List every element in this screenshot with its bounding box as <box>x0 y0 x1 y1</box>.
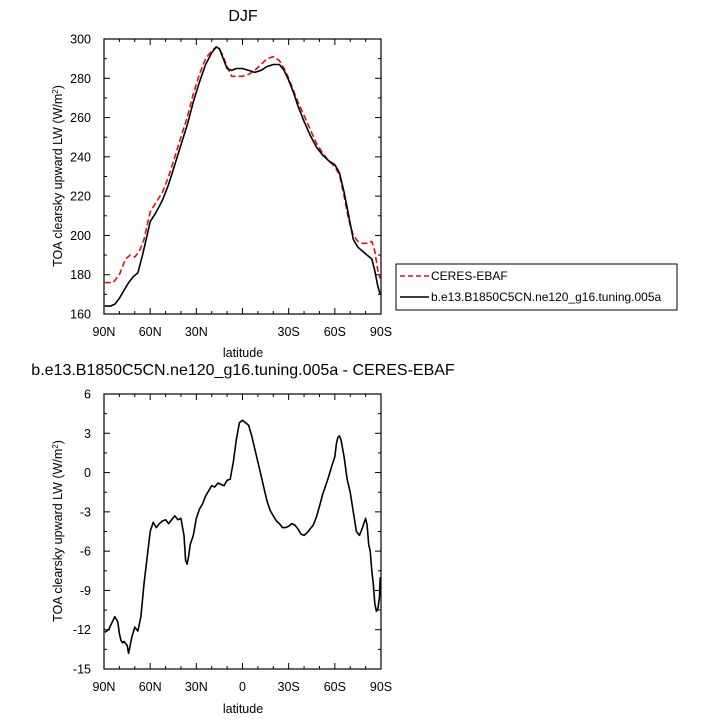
top-series-line-1 <box>104 46 381 307</box>
bottom-ylabel: TOA clearsky upward LW (W/m2) <box>51 440 66 622</box>
top-xtick-label: 30N <box>185 325 208 339</box>
bottom-panel: b.e13.B1850C5CN.ne120_g16.tuning.005a - … <box>31 362 455 716</box>
bottom-series <box>104 419 381 655</box>
top-xtick-label: 60S <box>324 325 346 339</box>
top-ytick-label: 240 <box>70 150 91 164</box>
top-ytick-label: 200 <box>70 229 91 243</box>
bottom-ytick-label: -9 <box>80 584 91 598</box>
top-plot-frame <box>103 38 382 315</box>
bottom-ytick-label: 0 <box>84 466 91 480</box>
bottom-ticks: 90N 60N 30N 0 30S 60S 90S -15 -12 -9 -6 -3 0 3 6 <box>73 388 392 695</box>
bottom-ytick-label: 6 <box>84 388 91 402</box>
top-series-line-0 <box>104 46 381 284</box>
bottom-xtick-label: 0 <box>239 680 246 694</box>
top-ticks: 90N 60N 30N 30S 60S 90S 160 180 200 220 240 260 280 3… <box>70 33 392 340</box>
bottom-ytick-label: -15 <box>73 663 91 677</box>
top-panel: DJF 90N 60N 30N 30S 60S 90S 160 180 200 220 240 260… <box>51 8 393 360</box>
bottom-ytick-label: -3 <box>80 505 91 519</box>
top-ytick-label: 260 <box>70 111 91 125</box>
bottom-xtick-label: 60N <box>139 680 162 694</box>
bottom-xtick-label: 90S <box>370 680 392 694</box>
top-title: DJF <box>228 8 258 25</box>
legend-box <box>395 263 678 311</box>
bottom-ytick-label: -6 <box>80 545 91 559</box>
legend-label-model: b.e13.B1850C5CN.ne120_g16.tuning.005a <box>431 290 662 304</box>
top-ylabel: TOA clearsky upward LW (W/m2) <box>51 85 66 267</box>
top-ytick-label: 160 <box>70 308 91 322</box>
bottom-title: b.e13.B1850C5CN.ne120_g16.tuning.005a - … <box>31 362 455 379</box>
top-xtick-label: 90N <box>93 325 116 339</box>
bottom-plot-frame <box>103 393 382 670</box>
top-ytick-label: 280 <box>70 72 91 86</box>
top-ytick-label: 300 <box>70 33 91 47</box>
bottom-xtick-label: 60S <box>324 680 346 694</box>
top-xlabel: latitude <box>223 346 263 360</box>
top-xtick-label: 60N <box>139 325 162 339</box>
legend-label-ceres: CERES-EBAF <box>431 269 508 283</box>
bottom-ytick-label: -12 <box>73 623 91 637</box>
top-ytick-label: 220 <box>70 190 91 204</box>
bottom-series-line-0 <box>104 419 381 655</box>
legend: CERES-EBAF b.e13.B1850C5CN.ne120_g16.tun… <box>395 263 678 311</box>
bottom-xlabel: latitude <box>223 702 263 716</box>
top-series <box>104 46 381 307</box>
bottom-xtick-label: 30N <box>185 680 208 694</box>
bottom-xtick-label: 90N <box>93 680 116 694</box>
bottom-xtick-label: 30S <box>278 680 300 694</box>
top-xtick-label: 90S <box>370 325 392 339</box>
top-ytick-label: 180 <box>70 268 91 282</box>
top-xtick-label: 30S <box>278 325 300 339</box>
bottom-ytick-label: 3 <box>84 427 91 441</box>
